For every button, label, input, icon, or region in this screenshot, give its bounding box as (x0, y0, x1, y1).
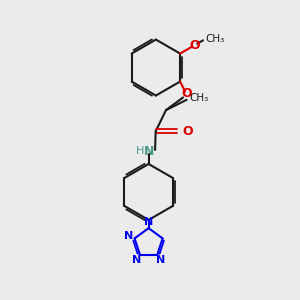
Text: O: O (182, 125, 193, 138)
Text: N: N (143, 145, 154, 158)
Text: H: H (136, 146, 144, 156)
Text: N: N (124, 231, 133, 241)
Text: N: N (144, 217, 153, 227)
Text: CH₃: CH₃ (189, 93, 208, 103)
Text: O: O (190, 38, 200, 52)
Text: O: O (181, 87, 192, 101)
Text: CH₃: CH₃ (205, 34, 224, 44)
Text: N: N (131, 255, 141, 265)
Text: N: N (156, 255, 166, 265)
